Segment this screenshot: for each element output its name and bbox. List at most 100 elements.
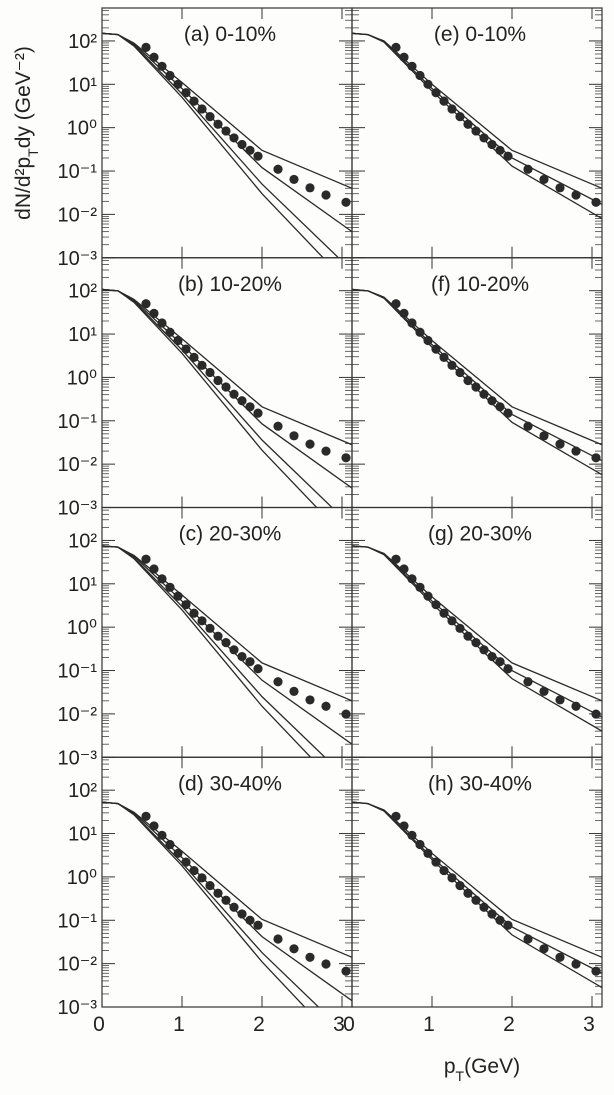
curve — [102, 288, 352, 489]
y-axis-label: dN/d²pTdy (GeV⁻²) — [12, 46, 41, 220]
y-tick-label: 10² — [68, 530, 97, 552]
y-tick-label: 10⁻³ — [58, 498, 98, 520]
panel-title: (a) 0-10% — [184, 23, 276, 46]
x-axis-label: pT(GeV) — [444, 1055, 520, 1084]
panel-title: (g) 20-30% — [428, 523, 532, 546]
data-point — [341, 453, 351, 463]
panel-title: (d) 30-40% — [178, 772, 282, 795]
data-point — [423, 591, 433, 601]
curve — [352, 288, 602, 446]
panel-title: (c) 20-30% — [179, 523, 282, 546]
y-tick-label: 10⁻³ — [58, 248, 98, 270]
data-point — [237, 396, 247, 406]
y-tick-label: 10⁰ — [67, 867, 97, 889]
data-point — [415, 70, 425, 81]
y-tick-label: 10² — [68, 31, 97, 53]
data-point — [439, 96, 449, 106]
y-tick-label: 10¹ — [68, 574, 97, 596]
data-point — [495, 657, 505, 667]
data-point — [415, 839, 425, 850]
x-tick-label: 1 — [423, 1013, 435, 1036]
curve — [352, 801, 602, 958]
data-point — [273, 677, 283, 687]
data-point — [555, 695, 565, 705]
plot-area — [102, 801, 352, 1007]
panel: 10⁻³ 10⁻² 10⁻¹ 10⁰ 10¹ 10² 0 1 2 3 (d) 30-40% — [58, 756, 353, 1036]
data-point — [321, 959, 331, 969]
x-tick-label: 0 — [93, 1013, 105, 1036]
panel-title: (e) 0-10% — [434, 23, 526, 46]
data-point — [479, 133, 489, 143]
x-tick-label: 0 — [343, 1013, 355, 1036]
data-point — [273, 934, 283, 944]
y-tick-label: 10⁻² — [58, 454, 98, 476]
data-point — [245, 145, 255, 155]
x-tick-label: 1 — [173, 1013, 185, 1036]
plot-area — [102, 545, 352, 758]
data-point — [447, 616, 457, 626]
curve — [102, 801, 306, 1007]
y-tick-label: 10⁰ — [67, 617, 97, 639]
data-point — [189, 865, 199, 876]
plot-area — [102, 32, 352, 258]
panel: 10⁻³ 10⁻² 10⁻¹ 10⁰ 10¹ 10² (a) 0-10% — [58, 7, 353, 270]
y-tick-label: 10¹ — [68, 324, 97, 346]
curve — [102, 545, 312, 758]
data-point — [149, 308, 159, 318]
data-point — [165, 839, 175, 850]
data-point — [503, 408, 513, 418]
data-point — [341, 197, 351, 207]
data-point — [571, 190, 581, 200]
data-point — [229, 902, 239, 912]
data-point — [341, 709, 351, 719]
data-point — [487, 651, 497, 662]
data-point — [289, 944, 299, 954]
data-point — [221, 638, 231, 648]
data-point — [305, 439, 315, 449]
curve — [102, 545, 352, 745]
x-axis-label-part: T — [456, 1068, 465, 1084]
curve — [102, 801, 352, 1002]
curve — [352, 801, 602, 989]
plot-area — [352, 32, 602, 220]
panel-title: (h) 30-40% — [428, 772, 532, 795]
plot-area — [102, 288, 352, 508]
data-point — [471, 126, 481, 136]
y-tick-label: 10⁻² — [58, 204, 98, 226]
data-point — [305, 183, 315, 193]
y-axis-label-part: dy (GeV⁻²) — [12, 46, 35, 148]
curve — [102, 32, 324, 258]
data-point — [237, 139, 247, 150]
curve — [352, 32, 602, 220]
data-point — [221, 382, 231, 392]
y-tick-label: 10⁻² — [58, 704, 98, 726]
data-point — [245, 402, 255, 412]
y-tick-label: 10⁻¹ — [58, 411, 98, 433]
data-point — [253, 408, 263, 418]
y-axis-label-part: dN/d²p — [12, 157, 35, 220]
panel: 10⁻³ 10⁻² 10⁻¹ 10⁰ 10¹ 10² (c) 20-30% — [58, 506, 353, 769]
y-tick-label: 10² — [68, 780, 97, 802]
curve — [352, 32, 602, 205]
panel-title: (b) 10-20% — [178, 273, 282, 296]
data-point — [455, 623, 465, 633]
panel: (f) 10-20% — [351, 257, 603, 509]
curve — [352, 288, 602, 462]
curve — [352, 32, 602, 189]
data-point — [253, 920, 263, 930]
y-tick-label: 10⁰ — [67, 118, 97, 140]
data-point — [245, 915, 255, 925]
data-point — [273, 164, 283, 174]
y-axis-label-part: T — [25, 148, 41, 157]
data-point — [141, 811, 151, 821]
data-point — [141, 42, 151, 52]
x-tick-label: 2 — [503, 1013, 515, 1036]
data-point — [165, 582, 175, 592]
data-point — [221, 126, 231, 136]
data-point — [289, 431, 299, 441]
panel: 10⁻³ 10⁻² 10⁻¹ 10⁰ 10¹ 10² (b) 10-20% — [58, 257, 353, 520]
data-point — [555, 183, 565, 193]
data-point — [321, 701, 331, 711]
